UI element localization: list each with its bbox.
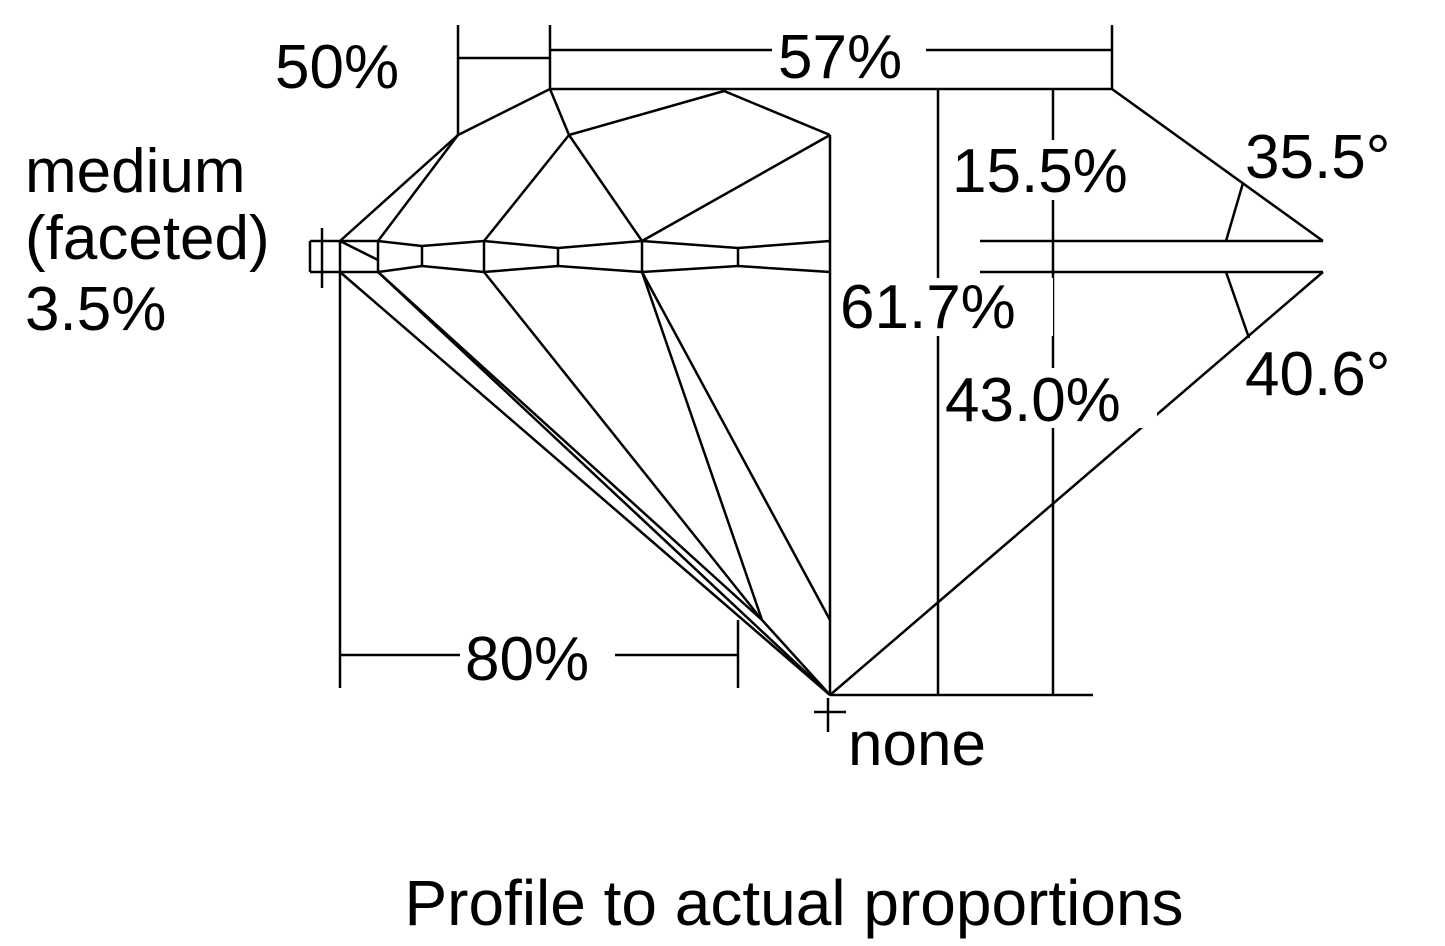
measurement-labels: 50% 57% medium (faceted) 3.5% 15.5% 35.5… [25, 23, 1390, 779]
pavilion-depth-label: 43.0% [945, 366, 1121, 435]
girdle-label-3: 3.5% [25, 275, 166, 344]
culet-label: none [848, 710, 986, 779]
girdle-label-1: medium [25, 137, 246, 206]
pavilion-facets [339, 271, 832, 696]
crown-height-label: 15.5% [952, 137, 1128, 206]
diamond-outline [339, 87, 1324, 696]
crown-height-side-label: 50% [275, 33, 399, 102]
caption: Profile to actual proportions [404, 867, 1183, 939]
crown-angle-label: 35.5° [1245, 123, 1390, 192]
pavilion-angle-label: 40.6° [1245, 340, 1390, 409]
pavilion-right [829, 271, 1324, 696]
crown-facets [377, 88, 832, 272]
lower-half-label: 80% [465, 625, 589, 694]
crown-left [339, 87, 551, 242]
total-depth-label: 61.7% [840, 273, 1016, 342]
girdle-facets [308, 228, 831, 288]
girdle-label-2: (faceted) [25, 204, 270, 273]
table-label: 57% [778, 23, 902, 92]
crown-right [1111, 87, 1324, 243]
